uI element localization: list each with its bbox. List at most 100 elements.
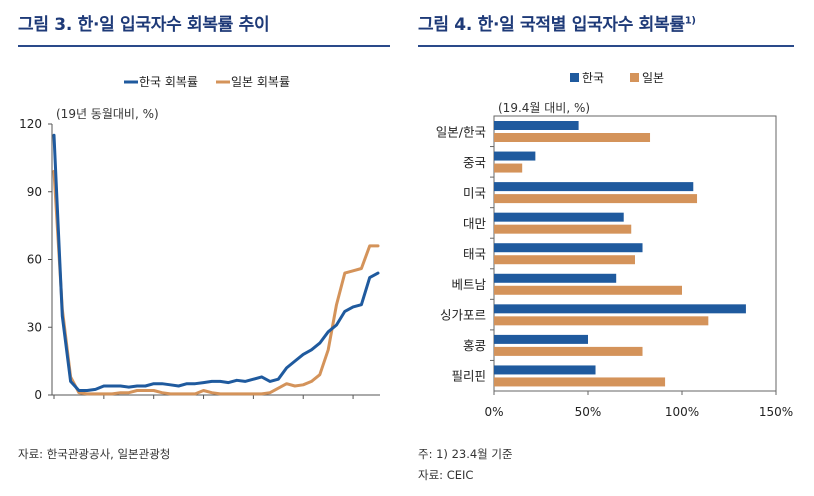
data-point <box>377 245 379 247</box>
bar-japan <box>494 224 632 234</box>
data-point <box>194 382 197 385</box>
data-point <box>377 272 379 274</box>
line-chart-y-axis-label: (19년 동월대비, %) <box>56 107 159 121</box>
data-point <box>269 380 271 383</box>
figure3-source: 자료: 한국관광공사, 일본관광청 <box>18 447 171 461</box>
bar-korea <box>494 212 624 222</box>
data-point <box>260 393 263 395</box>
legend-swatch-0 <box>570 73 579 82</box>
data-point <box>260 376 263 378</box>
data-point <box>169 384 172 386</box>
x-tick-label: 0% <box>484 405 503 419</box>
data-point <box>144 385 147 387</box>
data-point <box>127 391 130 394</box>
data-point <box>252 378 255 380</box>
data-point <box>235 379 238 382</box>
data-point <box>194 393 197 395</box>
data-point <box>352 269 354 272</box>
legend-label-0: 한국 <box>582 71 604 85</box>
bar-japan <box>494 316 709 326</box>
data-point <box>302 384 305 386</box>
data-point <box>327 330 329 333</box>
data-point <box>310 349 313 351</box>
data-point <box>310 380 313 383</box>
category-label: 베트남 <box>451 277 486 292</box>
legend-label-1: 일본 회복률 <box>231 75 290 89</box>
data-point <box>211 391 213 394</box>
figure4-source: 자료: CEIC <box>418 468 474 482</box>
bar-korea <box>494 365 596 375</box>
data-point <box>319 373 321 376</box>
line-chart-series <box>52 133 380 396</box>
data-point <box>335 324 338 326</box>
y-tick-label: 30 <box>27 320 42 334</box>
bar-korea <box>494 334 588 344</box>
data-point <box>360 303 363 306</box>
figure3-title-rule <box>18 45 390 47</box>
category-label: 대만 <box>463 216 487 231</box>
category-label: 싱가포르 <box>440 308 486 323</box>
data-point <box>219 393 221 395</box>
category-label: 홍콩 <box>463 338 486 353</box>
figure4-title-text: 그림 4. 한·일 국적별 입국자수 회복률 <box>418 15 685 35</box>
data-point <box>219 380 221 383</box>
y-tick-label: 90 <box>27 185 42 199</box>
bar-korea <box>494 182 694 192</box>
bar-chart-y-axis-label: (19.4월 대비, %) <box>498 101 590 115</box>
data-point <box>335 303 338 306</box>
data-point <box>227 393 230 395</box>
figure3-title: 그림 3. 한·일 입국자수 회복률 추이 <box>18 15 270 35</box>
data-point <box>94 393 97 395</box>
data-point <box>269 391 271 394</box>
data-point <box>127 386 130 388</box>
series-line-0 <box>52 133 380 392</box>
data-point <box>186 393 188 395</box>
data-point <box>368 276 371 279</box>
data-point <box>294 385 296 387</box>
data-point <box>119 385 122 387</box>
data-point <box>294 360 296 362</box>
data-point <box>103 385 105 387</box>
data-point <box>244 393 246 395</box>
legend-swatch-1 <box>630 73 639 82</box>
data-point <box>61 315 64 317</box>
series-line-1 <box>52 169 380 396</box>
data-point <box>327 349 329 351</box>
data-point <box>152 382 155 385</box>
data-point <box>144 389 147 392</box>
data-point <box>169 393 172 395</box>
bar-chart: 한국 일본 (19.4월 대비, %) 0% 50% 100% 150% 일본/한국중국… <box>436 71 793 419</box>
figure4-title: 그림 4. 한·일 국적별 입국자수 회복률1) <box>418 10 696 35</box>
data-point <box>211 380 213 383</box>
data-point <box>302 353 305 356</box>
data-point <box>152 389 155 392</box>
data-point <box>235 393 238 395</box>
data-point <box>86 393 89 395</box>
data-point <box>352 306 354 308</box>
data-point <box>86 389 89 392</box>
data-point <box>277 378 280 380</box>
data-point <box>78 389 80 392</box>
y-tick-label: 0 <box>34 388 42 400</box>
category-label: 중국 <box>463 155 486 170</box>
bar-korea <box>494 304 746 314</box>
data-point <box>202 389 205 392</box>
data-point <box>111 385 113 387</box>
category-label: 일본/한국 <box>436 124 486 139</box>
bar-japan <box>494 255 635 265</box>
data-point <box>244 380 246 383</box>
bar-japan <box>494 346 643 356</box>
x-tick-label: 150% <box>759 405 793 419</box>
bar-chart-frame: 0% 50% 100% 150% <box>484 115 793 419</box>
data-point <box>202 381 205 384</box>
y-tick-label: 60 <box>27 253 42 267</box>
bar-japan <box>494 133 651 142</box>
data-point <box>136 389 138 392</box>
x-tick-label: 50% <box>575 405 602 419</box>
data-point <box>343 272 346 274</box>
figure4-title-rule <box>418 45 794 47</box>
data-point <box>252 393 255 395</box>
bar-korea <box>494 243 643 253</box>
